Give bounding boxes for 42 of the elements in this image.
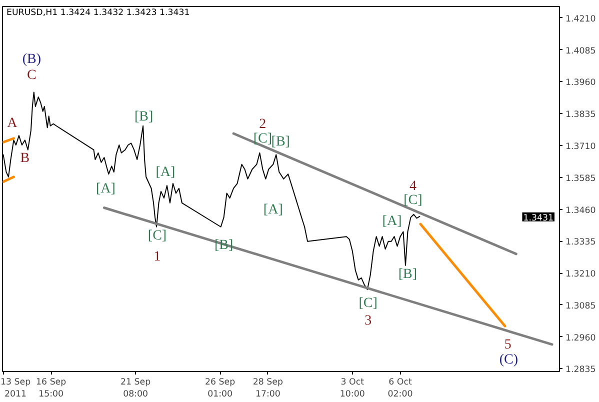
annotation: [B] [271, 134, 290, 150]
y-tick-label: 1.4085 [566, 46, 596, 56]
annotation: 1.3431 [523, 213, 554, 224]
y-tick-label: 1.3710 [566, 142, 596, 152]
x-tick-label: 3 Oct 10:00 [340, 378, 365, 400]
annotation: (B) [22, 52, 42, 67]
x-tick-label: 26 Sep 01:00 [205, 378, 236, 400]
y-tick-label: 1.3585 [566, 174, 596, 184]
y-tick-label: 1.2960 [566, 333, 596, 344]
x-tick-label: 21 Sep 08:00 [120, 378, 152, 400]
annotation: C [26, 68, 36, 84]
annotation: [A] [156, 165, 176, 180]
annotation: 3 [364, 314, 372, 329]
y-tick-label: 1.3835 [566, 110, 596, 120]
annotation: [B] [134, 109, 154, 124]
y-tick-label: 1.3210 [566, 270, 596, 280]
x-tick-label: 16 Sep 15:00 [36, 378, 67, 400]
annotation: 4 [409, 179, 416, 194]
x-tick-label: 13 Sep 2011 [0, 378, 32, 400]
chart-title: EURUSD,H1 1.3424 1.3432 1.3423 1.3431 [6, 8, 190, 18]
annotation: [C] [253, 132, 272, 147]
y-tick-label: 1.3335 [566, 238, 596, 248]
y-tick-label: 1.3460 [566, 206, 596, 216]
annotation: [A] [382, 214, 402, 230]
annotation: [C] [148, 228, 167, 244]
annotation: (C) [499, 352, 518, 368]
y-tick-label: 1.2835 [566, 365, 596, 376]
x-tick-label: 28 Sep 17:00 [252, 378, 284, 400]
annotation: B [20, 150, 30, 166]
y-tick-label: 1.4210 [566, 14, 596, 24]
y-tick-label: 1.3085 [566, 301, 596, 312]
x-tick-label: 6 Oct 02:00 [388, 378, 413, 400]
annotation: [C] [358, 296, 378, 311]
annotation: 5 [504, 338, 512, 353]
annotation: 1 [154, 249, 161, 264]
annotation: [B] [398, 266, 418, 282]
y-tick-label: 1.3960 [566, 78, 596, 88]
annotation: A [7, 116, 18, 132]
annotation: 2 [259, 116, 266, 132]
annotation: [C] [404, 193, 422, 208]
annotation: [A] [263, 202, 283, 218]
annotation: [A] [96, 182, 116, 197]
